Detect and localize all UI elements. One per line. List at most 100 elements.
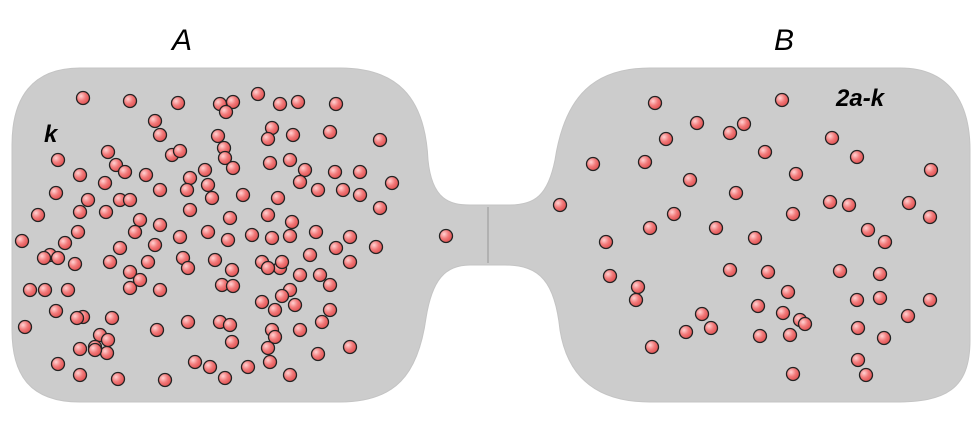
ball bbox=[775, 305, 791, 321]
chamber-a-label: A bbox=[170, 24, 192, 57]
ball bbox=[152, 182, 168, 198]
ball bbox=[217, 370, 233, 386]
ball bbox=[200, 177, 216, 193]
ball bbox=[60, 282, 76, 298]
ball bbox=[152, 217, 168, 233]
ball bbox=[182, 170, 198, 186]
ball bbox=[858, 367, 874, 383]
ball bbox=[254, 294, 270, 310]
ball bbox=[112, 240, 128, 256]
ball bbox=[69, 310, 85, 326]
ball bbox=[284, 214, 300, 230]
ball bbox=[172, 229, 188, 245]
ball bbox=[250, 86, 266, 102]
ball bbox=[290, 94, 306, 110]
ball bbox=[272, 96, 288, 112]
ball bbox=[901, 195, 917, 211]
ball bbox=[267, 302, 283, 318]
ball bbox=[782, 327, 798, 343]
ball bbox=[72, 167, 88, 183]
ball bbox=[328, 240, 344, 256]
ball bbox=[694, 306, 710, 322]
chamber-b-count-label: 2a-k bbox=[835, 85, 886, 112]
chamber-b-balls bbox=[585, 92, 939, 383]
ball bbox=[322, 277, 338, 293]
ball bbox=[170, 95, 186, 111]
ball bbox=[722, 262, 738, 278]
ball bbox=[310, 346, 326, 362]
ball bbox=[877, 234, 893, 250]
chamber-a-count-label: k bbox=[44, 121, 59, 148]
ball bbox=[218, 104, 234, 120]
ball bbox=[438, 228, 454, 244]
ball bbox=[100, 144, 116, 160]
ball bbox=[50, 152, 66, 168]
ball bbox=[197, 162, 213, 178]
ball bbox=[285, 127, 301, 143]
ball bbox=[292, 267, 308, 283]
ball bbox=[172, 143, 188, 159]
ball bbox=[682, 172, 698, 188]
ball bbox=[262, 354, 278, 370]
ball bbox=[822, 194, 838, 210]
ball bbox=[314, 314, 330, 330]
ball bbox=[647, 95, 663, 111]
ball bbox=[602, 268, 618, 284]
ball bbox=[774, 92, 790, 108]
ball bbox=[122, 192, 138, 208]
ball bbox=[98, 204, 114, 220]
ball bbox=[202, 359, 218, 375]
ball bbox=[297, 162, 313, 178]
ball bbox=[658, 131, 674, 147]
ball bbox=[292, 174, 308, 190]
ball bbox=[48, 185, 64, 201]
ball bbox=[372, 132, 388, 148]
ball bbox=[225, 278, 241, 294]
ball bbox=[849, 149, 865, 165]
ball bbox=[104, 310, 120, 326]
ball bbox=[922, 292, 938, 308]
ball bbox=[628, 292, 644, 308]
ball bbox=[36, 250, 52, 266]
ball bbox=[708, 220, 724, 236]
ball bbox=[102, 254, 118, 270]
ball bbox=[122, 264, 138, 280]
ball bbox=[179, 182, 195, 198]
ball bbox=[240, 359, 256, 375]
ball bbox=[97, 175, 113, 191]
ball bbox=[824, 130, 840, 146]
two-chamber-vessel bbox=[11, 67, 971, 403]
ball bbox=[180, 260, 196, 276]
ball bbox=[267, 329, 283, 345]
ball bbox=[70, 224, 86, 240]
ball bbox=[666, 206, 682, 222]
ball bbox=[785, 366, 801, 382]
neck-balls bbox=[438, 197, 568, 244]
ball bbox=[87, 342, 103, 358]
ball bbox=[14, 233, 30, 249]
ball bbox=[57, 235, 73, 251]
ball bbox=[308, 224, 324, 240]
ball bbox=[872, 266, 888, 282]
ball bbox=[287, 297, 303, 313]
ball bbox=[207, 252, 223, 268]
ball bbox=[270, 190, 286, 206]
ball bbox=[204, 190, 220, 206]
ball bbox=[322, 302, 338, 318]
ball bbox=[872, 290, 888, 306]
ball bbox=[384, 175, 400, 191]
ball bbox=[99, 345, 115, 361]
ball bbox=[127, 224, 143, 240]
ball bbox=[262, 155, 278, 171]
ball bbox=[264, 230, 280, 246]
ball bbox=[760, 264, 776, 280]
ball bbox=[585, 156, 601, 172]
ball bbox=[225, 160, 241, 176]
ball bbox=[75, 90, 91, 106]
ball bbox=[282, 367, 298, 383]
ball bbox=[100, 332, 116, 348]
ball bbox=[274, 254, 290, 270]
ball bbox=[310, 182, 326, 198]
ball bbox=[187, 354, 203, 370]
ball bbox=[352, 164, 368, 180]
